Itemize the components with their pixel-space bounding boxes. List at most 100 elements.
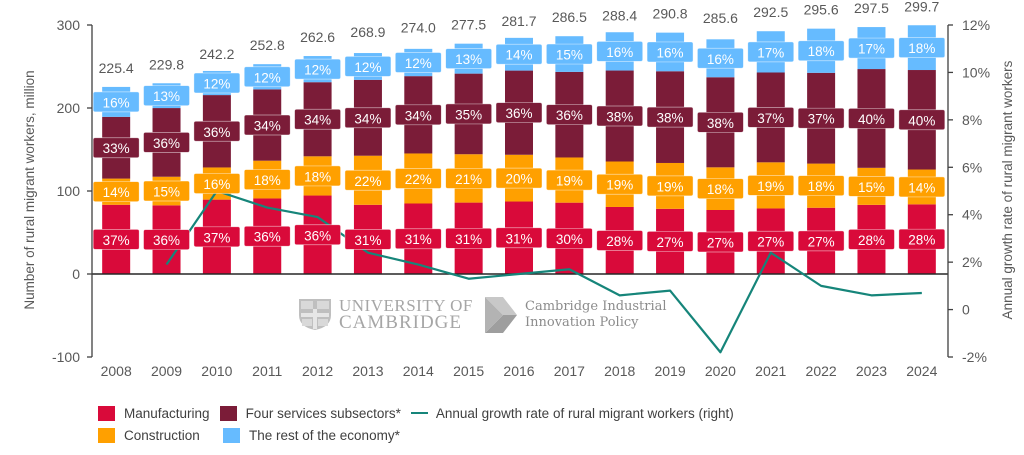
- segment-label-box: [193, 120, 241, 142]
- segment-label-box: [344, 229, 392, 250]
- segment-label-box: [243, 66, 291, 88]
- segment-label: 19%: [757, 179, 784, 194]
- segment-label-box: [445, 103, 492, 125]
- segment-label-box: [294, 108, 341, 130]
- x-tick-label: 2023: [856, 363, 887, 379]
- y2-tick-label: 0: [962, 302, 970, 318]
- segment-label: 12%: [304, 63, 331, 78]
- segment-label-box: [797, 175, 845, 197]
- x-tick-label: 2015: [453, 363, 484, 379]
- total-label: 277.5: [451, 17, 486, 33]
- segment-label: 34%: [405, 108, 432, 123]
- cambridge-shield-icon: [299, 299, 331, 330]
- segment-label-box: [848, 108, 895, 129]
- y-tick-label: 300: [57, 17, 81, 33]
- segment-label: 21%: [455, 172, 482, 187]
- segment-label-box: [193, 72, 241, 94]
- segment-label-box: [646, 231, 694, 252]
- segment-label-box: [898, 109, 946, 131]
- segment-label: 17%: [858, 42, 885, 57]
- y-tick-label: 200: [57, 100, 81, 116]
- y-tick-label: 100: [57, 183, 81, 199]
- segment-label: 27%: [707, 235, 734, 250]
- segment-label-box: [445, 48, 492, 69]
- segment-label-box: [797, 40, 845, 62]
- right-axis: 12% 10% 8% 6% 4% 2% 0 -2%: [947, 17, 990, 365]
- x-tick-label: 2010: [201, 363, 232, 379]
- y-tick-label: 0: [72, 266, 80, 282]
- segment-label-box: [92, 181, 140, 203]
- x-tick-label: 2024: [906, 363, 937, 379]
- university-line1: UNIVERSITY OF: [339, 296, 473, 315]
- segment-label-box: [243, 169, 291, 190]
- segment-label: 18%: [808, 44, 835, 59]
- segment-label: 13%: [153, 89, 180, 104]
- y2-axis-title: Annual growth rate of rural migrant work…: [1000, 60, 1015, 319]
- segment-label-box: [646, 41, 694, 63]
- legend-label-growth: Annual growth rate of rural migrant work…: [435, 405, 734, 421]
- segment-label: 36%: [304, 228, 331, 243]
- y2-tick-label: 2%: [962, 254, 982, 270]
- legend-label-manufacturing: Manufacturing: [124, 405, 210, 421]
- segment-label: 19%: [556, 174, 583, 189]
- segment-label-box: [495, 43, 543, 65]
- x-tick-label: 2018: [604, 363, 635, 379]
- x-tick-label: 2019: [654, 363, 685, 379]
- rest-swatch: [223, 427, 240, 443]
- segment-label: 35%: [455, 107, 482, 122]
- segment-label-box: [143, 85, 190, 107]
- segment-label: 34%: [354, 111, 381, 126]
- segment-label-box: [848, 37, 895, 59]
- segment-label: 12%: [354, 60, 381, 75]
- segment-label: 36%: [254, 230, 281, 245]
- segment-label-box: [394, 104, 442, 126]
- segment-label-box: [697, 111, 744, 133]
- manufacturing-swatch: [98, 405, 115, 421]
- construction-swatch: [98, 427, 115, 443]
- legend-item-construction: Construction: [98, 427, 213, 443]
- x-tick-label: 2008: [101, 363, 132, 379]
- x-tick-label: 2013: [352, 363, 383, 379]
- y2-tick-label: 8%: [962, 112, 982, 128]
- segment-label-box: [445, 168, 492, 189]
- segment-label-box: [898, 228, 946, 250]
- segment-label-box: [445, 227, 492, 249]
- segment-label: 37%: [203, 230, 230, 245]
- segment-label-box: [294, 165, 341, 187]
- total-label: 288.4: [602, 8, 637, 24]
- segment-label-box: [143, 180, 190, 202]
- segment-label-box: [596, 173, 644, 195]
- segment-label-box: [495, 167, 543, 189]
- segment-label: 18%: [304, 169, 331, 184]
- total-label: 285.6: [703, 10, 738, 26]
- segment-label: 14%: [103, 185, 130, 200]
- legend: Manufacturing Four services subsectors* …: [98, 402, 744, 446]
- segment-label-box: [394, 168, 442, 189]
- segment-label-box: [747, 41, 795, 63]
- segment-label: 40%: [858, 112, 885, 127]
- segment-label-box: [344, 107, 392, 129]
- x-tick-label: 2020: [705, 363, 736, 379]
- segment-label-box: [697, 47, 744, 69]
- labels-layer: 37% 14% 33% 16% 225.4 36% 15% 36% 13% 229.8 37% 16%…: [92, 0, 946, 253]
- segment-label: 12%: [203, 77, 230, 92]
- segment-label: 27%: [757, 235, 784, 250]
- segment-label-box: [596, 105, 644, 127]
- segment-label: 12%: [254, 70, 281, 85]
- x-tick-label: 2014: [403, 363, 434, 379]
- segment-label: 18%: [707, 182, 734, 197]
- segment-label-box: [898, 37, 946, 58]
- segment-label: 31%: [354, 233, 381, 248]
- segment-label-box: [747, 107, 795, 128]
- segment-label: 12%: [405, 56, 432, 71]
- segment-label-box: [747, 175, 795, 196]
- segment-label: 27%: [808, 234, 835, 249]
- x-tick-label: 2011: [252, 363, 282, 379]
- segment-label: 14%: [908, 180, 935, 195]
- segment-label-box: [294, 224, 341, 246]
- segment-label-box: [143, 132, 190, 153]
- segment-label: 16%: [707, 52, 734, 67]
- segment-label-box: [243, 225, 291, 247]
- x-tick-label: 2016: [503, 363, 534, 379]
